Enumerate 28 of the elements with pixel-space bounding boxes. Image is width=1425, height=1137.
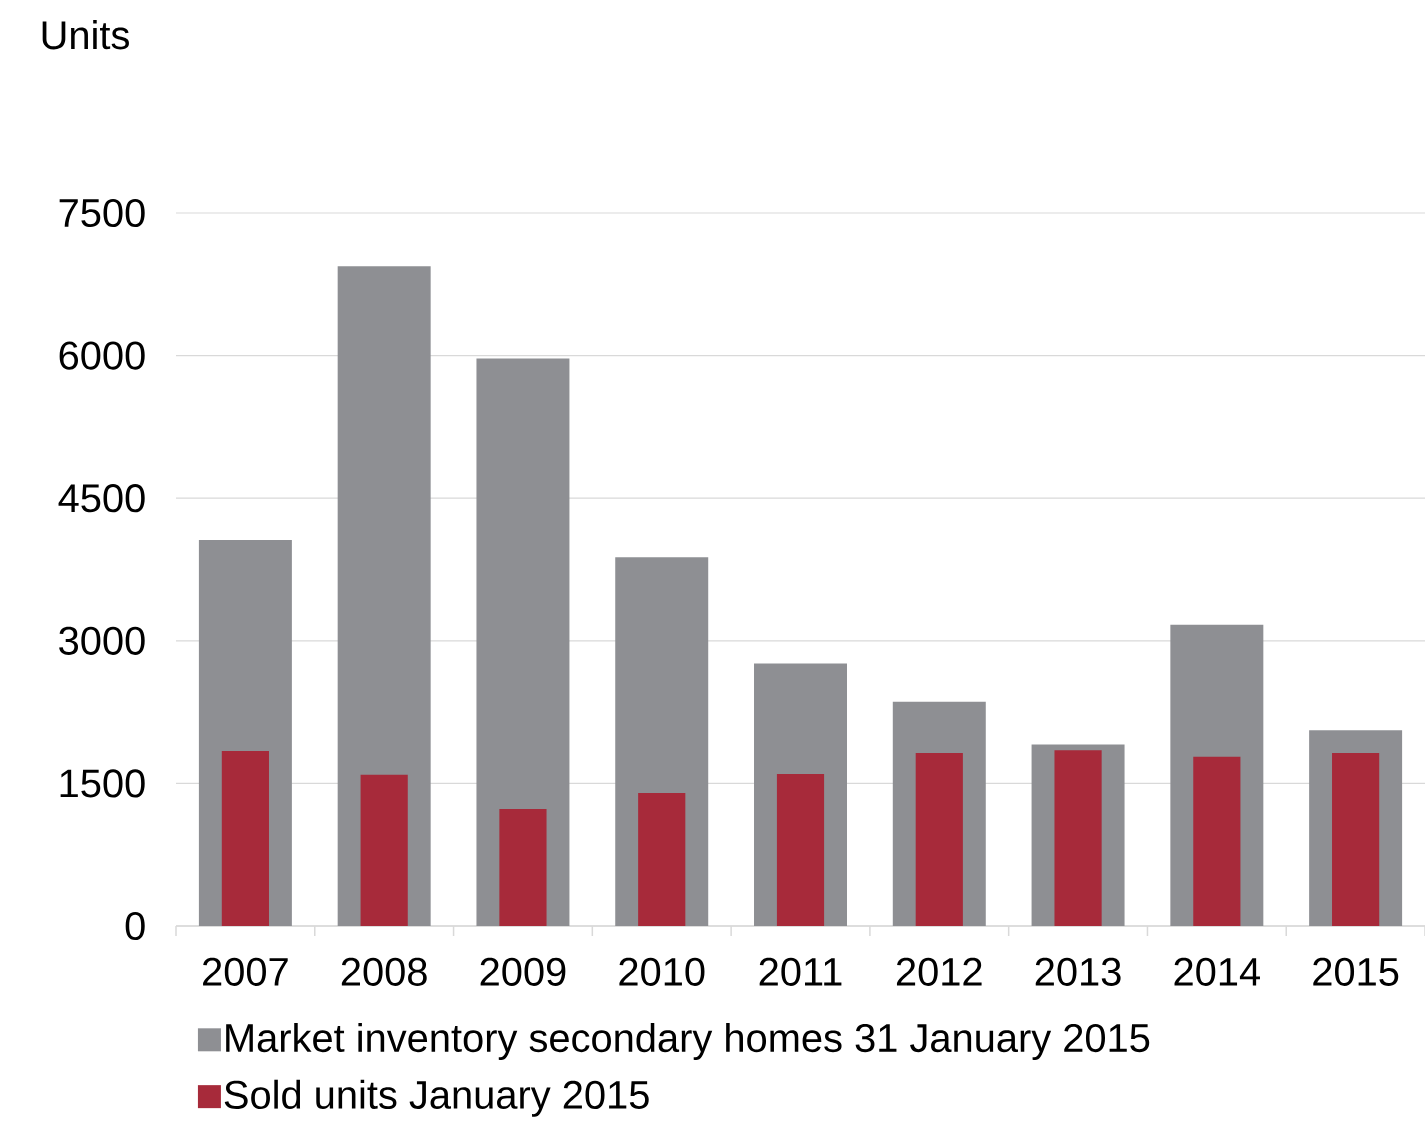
bar: [915, 752, 963, 926]
x-tick-label: 2011: [759, 957, 842, 986]
x-tick-label: 2012: [896, 957, 982, 986]
bar: [1193, 756, 1241, 926]
x-tick-label: 2009: [480, 957, 566, 986]
bar: [221, 751, 269, 926]
x-tick-label: 2014: [1174, 957, 1260, 986]
y-tick-label: 4500: [58, 484, 145, 513]
x-tick-label: 2007: [203, 957, 288, 986]
y-axis-title: Units: [42, 20, 129, 50]
x-tick-label: 2013: [1035, 957, 1121, 986]
bar: [476, 358, 570, 926]
legend-label: Market inventory secondary homes 31 January 2015: [226, 1022, 1150, 1061]
x-tick-label: 2015: [1313, 957, 1399, 986]
y-tick-label: 0: [125, 911, 145, 941]
legend-label: Sold units January 2015: [224, 1079, 649, 1117]
y-tick-label: 6000: [59, 341, 145, 370]
bar: [638, 792, 686, 926]
y-tick-label: 3000: [59, 626, 145, 655]
bar: [1332, 752, 1380, 926]
bar: [360, 774, 408, 926]
bar: [776, 773, 825, 926]
bar: [1054, 750, 1102, 926]
bar: [499, 809, 547, 926]
x-tick-label: 2008: [341, 957, 427, 986]
y-tick-label: 1500: [60, 769, 145, 798]
x-tick-label: 2010: [619, 957, 705, 986]
y-tick-label: 7500: [59, 198, 145, 228]
